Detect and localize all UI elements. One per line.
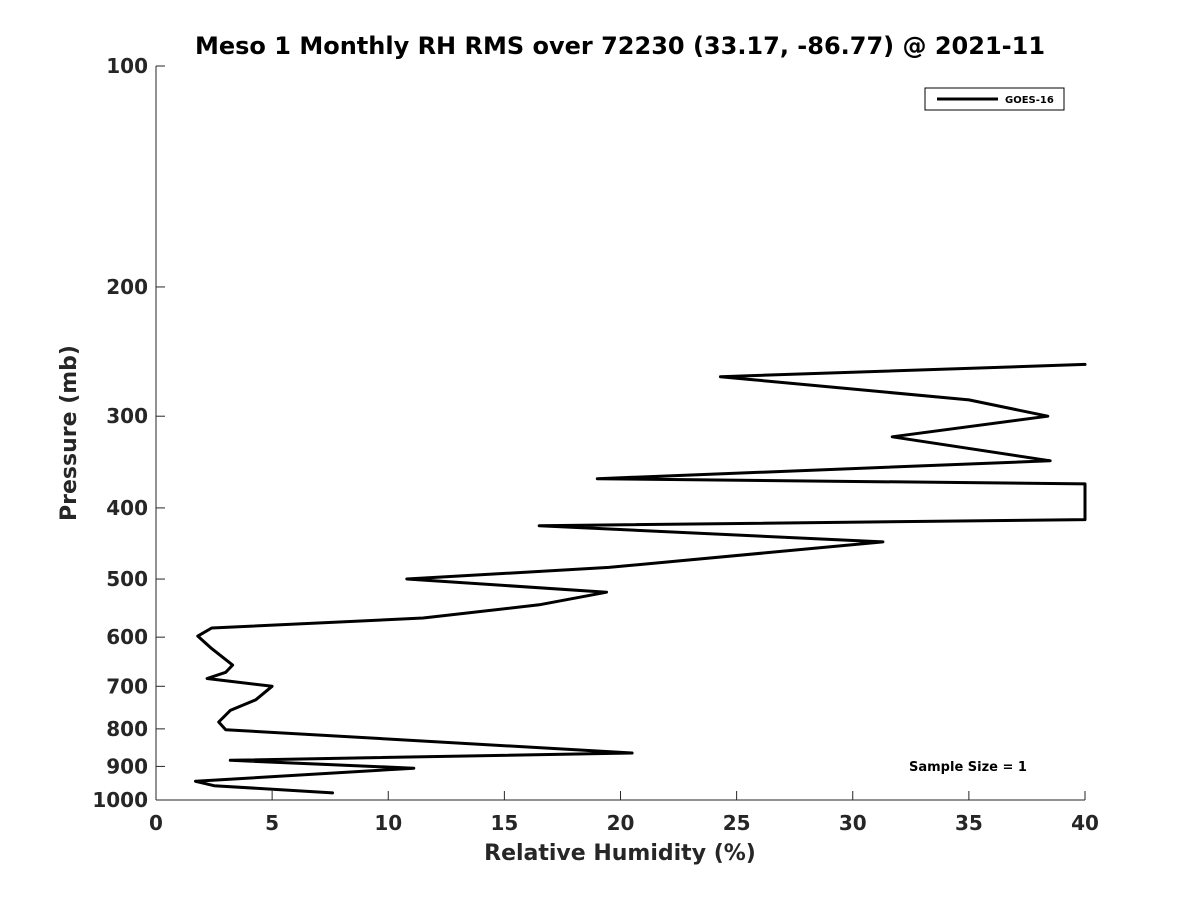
x-tick-label: 10 (374, 811, 402, 835)
y-axis-label: Pressure (mb) (57, 345, 82, 521)
y-tick-label: 400 (106, 496, 148, 520)
x-tick-label: 15 (490, 811, 518, 835)
y-tick-label: 900 (106, 754, 148, 778)
y-tick-label: 300 (106, 404, 148, 428)
y-tick-label: 700 (106, 674, 148, 698)
y-tick-label: 800 (106, 717, 148, 741)
chart-title: Meso 1 Monthly RH RMS over 72230 (33.17,… (195, 32, 1045, 60)
series-line-goes-16 (194, 362, 1087, 795)
x-axis-label: Relative Humidity (%) (484, 841, 756, 866)
x-tick-label: 0 (149, 811, 163, 835)
y-tick-label: 500 (106, 567, 148, 591)
y-tick-label: 1000 (92, 788, 148, 812)
y-tick-label: 200 (106, 275, 148, 299)
x-tick-label: 35 (955, 811, 983, 835)
sample-size-annotation: Sample Size = 1 (909, 760, 1027, 775)
x-tick-label: 5 (265, 811, 279, 835)
legend: GOES-16 (924, 87, 1065, 111)
plot-area (155, 66, 1085, 801)
x-tick-label: 40 (1071, 811, 1099, 835)
x-tick-label: 20 (607, 811, 635, 835)
x-tick-label: 30 (839, 811, 867, 835)
axis-ticks: 0 5 10 15 20 25 30 35 40 100 200 300 400 500 600 700 800… (92, 54, 1099, 835)
y-tick-label: 100 (106, 54, 148, 78)
data-layer (194, 362, 1087, 795)
y-tick-label: 600 (106, 625, 148, 649)
x-tick-label: 25 (723, 811, 751, 835)
legend-label-goes-16: GOES-16 (1005, 95, 1054, 106)
